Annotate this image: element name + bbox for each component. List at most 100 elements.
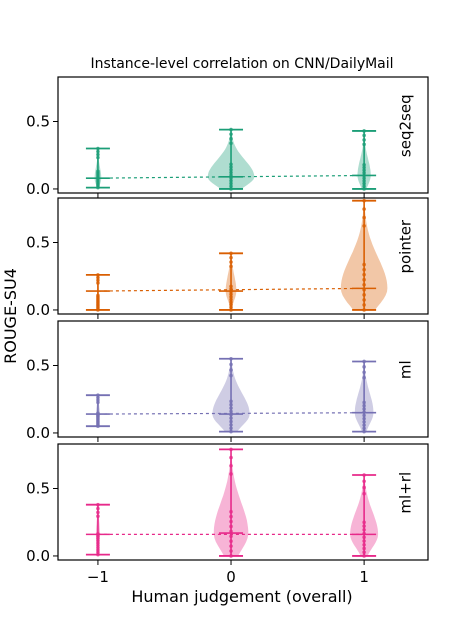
data-point: [229, 426, 233, 431]
data-point: [362, 535, 366, 540]
data-point: [229, 356, 233, 361]
panel-label: ml: [397, 360, 415, 379]
data-point: [96, 155, 100, 160]
data-point: [229, 447, 233, 452]
data-point: [362, 165, 366, 170]
data-point: [362, 215, 366, 220]
data-point: [229, 524, 233, 529]
data-point: [229, 300, 233, 304]
data-point: [96, 146, 100, 151]
data-point: [229, 289, 233, 294]
data-point: [362, 207, 366, 211]
data-point: [362, 168, 366, 173]
y-tick-label: 0.0: [26, 424, 50, 442]
data-point: [229, 178, 233, 183]
data-point: [362, 429, 366, 434]
data-point: [229, 184, 233, 189]
data-point: [362, 308, 366, 312]
data-point: [229, 416, 233, 420]
data-point: [362, 375, 366, 380]
panel-label: pointer: [397, 219, 415, 273]
data-point: [362, 413, 366, 418]
panel-seq2seq: 0.0 0.5 seq2seq: [26, 76, 429, 198]
data-point: [362, 282, 366, 287]
data-point: [229, 173, 233, 178]
data-point: [362, 142, 366, 147]
data-point: [229, 539, 233, 543]
data-point: [229, 402, 233, 407]
data-point: [229, 132, 233, 136]
panels-group: 0.0 0.5 seq2seq 0.0 0.5 pointer 0.0 0.5 ml 0.0 0.5…: [26, 76, 429, 565]
data-point: [229, 181, 233, 186]
data-point: [229, 472, 233, 476]
panel-ml+rl: 0.0 0.5 ml+rl: [26, 443, 429, 565]
y-tick-label: 0.5: [26, 480, 50, 498]
data-point: [96, 169, 100, 174]
data-point: [362, 187, 366, 191]
data-point: [362, 171, 366, 175]
panel-label: ml+rl: [397, 472, 415, 514]
data-point: [362, 179, 366, 183]
data-point: [362, 403, 366, 408]
data-point: [229, 509, 233, 514]
data-point: [229, 529, 233, 534]
data-point: [229, 305, 233, 310]
data-point: [362, 267, 366, 272]
data-point: [362, 546, 366, 551]
data-point: [362, 298, 366, 302]
data-point: [362, 224, 366, 228]
data-point: [229, 423, 233, 427]
data-point: [229, 284, 233, 289]
data-point: [229, 264, 233, 269]
data-point: [229, 127, 233, 132]
y-tick-label: 0.5: [26, 113, 50, 131]
data-point: [362, 542, 366, 547]
panel-frame: [57, 76, 429, 194]
trend-line: [97, 412, 365, 415]
data-point: [362, 485, 366, 490]
data-point: [362, 277, 366, 282]
panel-ml: 0.0 0.5 ml: [26, 320, 429, 442]
panel-frame: [57, 320, 429, 438]
data-point: [362, 138, 366, 142]
data-point: [229, 251, 233, 256]
data-point: [229, 141, 233, 146]
data-point: [229, 534, 233, 539]
y-axis-label: ROUGE-SU4: [1, 268, 20, 364]
data-point: [229, 409, 233, 414]
data-point: [96, 393, 100, 397]
data-point: [96, 275, 100, 280]
data-point: [362, 359, 366, 364]
data-point: [362, 272, 366, 277]
data-point: [229, 292, 233, 297]
data-point: [362, 473, 366, 477]
data-point: [229, 544, 233, 548]
data-point: [362, 365, 366, 369]
data-point: [229, 549, 233, 553]
data-point: [96, 502, 100, 507]
data-point: [229, 167, 233, 172]
data-point: [362, 129, 366, 133]
data-point: [362, 550, 366, 555]
x-tick-label: 0: [226, 568, 236, 586]
data-point: [362, 539, 366, 543]
data-point: [362, 491, 366, 496]
data-point: [229, 554, 233, 558]
data-point: [229, 187, 233, 191]
x-axis-ticks: −1 0 1: [87, 568, 369, 586]
data-point: [96, 293, 100, 298]
data-point: [96, 278, 100, 283]
data-point: [96, 514, 100, 519]
data-point: [362, 198, 366, 203]
data-point: [229, 514, 233, 519]
data-point: [96, 149, 100, 154]
data-point: [362, 420, 366, 424]
data-point: [229, 297, 233, 302]
data-point: [96, 510, 100, 515]
data-point: [229, 419, 233, 424]
data-point: [362, 176, 366, 181]
data-point: [362, 370, 366, 375]
data-point: [362, 181, 366, 186]
trend-line: [97, 287, 365, 292]
data-point: [229, 162, 233, 167]
